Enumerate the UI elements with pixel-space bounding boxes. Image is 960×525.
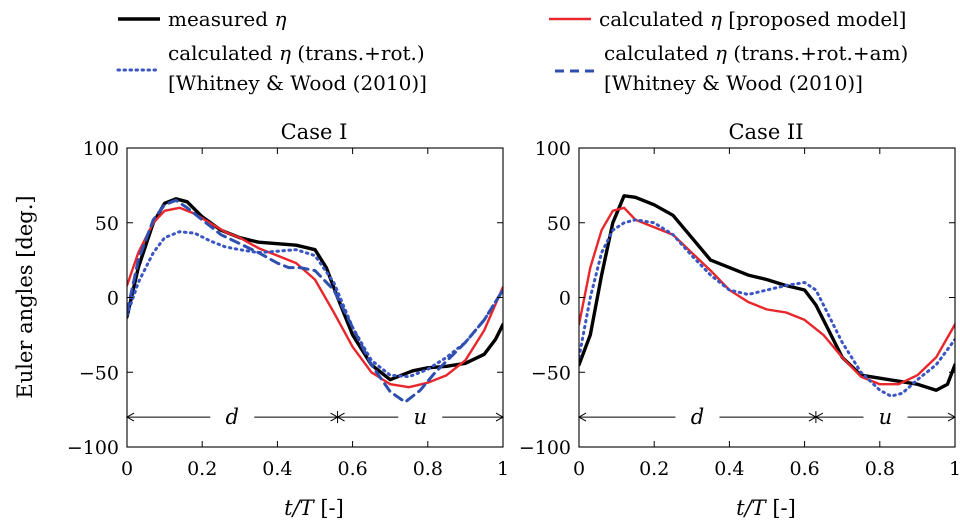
axes-frame — [126, 147, 504, 448]
x-tick-label: 0 — [573, 458, 585, 480]
phase-label-u: u — [879, 405, 893, 429]
x-tick-label: 1 — [949, 458, 960, 480]
legend-entry-trans-rot: calculated η (trans.+rot.) [Whitney & Wo… — [116, 41, 427, 95]
x-tick-label: 0.4 — [262, 458, 292, 480]
x-tick-label: 1 — [497, 458, 509, 480]
panel-case-1: Case I t/T [-] 0 0.2 0.4 0.6 0.8 1 100 50 0 −50 −1… — [67, 120, 509, 520]
x-tick-label: 0.2 — [639, 458, 669, 480]
legend: measured η calculated η [proposed model]… — [116, 7, 908, 95]
legend-label-trans-rot-am-ref: [Whitney & Wood (2010)] — [604, 71, 863, 95]
phase-label-d: d — [691, 405, 704, 429]
x-tick-label: 0.8 — [865, 458, 895, 480]
panel-title-case-2: Case II — [728, 120, 803, 144]
y-tick-label: 50 — [95, 213, 119, 235]
legend-label-trans-rot-am: calculated η (trans.+rot.+am) — [604, 41, 908, 65]
legend-entry-proposed: calculated η [proposed model] — [549, 7, 906, 31]
series-group — [579, 194, 955, 398]
y-tick-label: −100 — [67, 437, 119, 459]
series-line-trans-rot — [127, 230, 503, 379]
phase-label-d: d — [226, 405, 239, 429]
x-tick-label: 0 — [121, 458, 133, 480]
series-line-proposed — [127, 206, 503, 389]
y-tick-label: 100 — [83, 138, 119, 160]
x-tick-label: 0.6 — [789, 458, 819, 480]
legend-label-trans-rot: calculated η (trans.+rot.) — [168, 41, 425, 65]
series-line-trans-rot — [579, 218, 955, 398]
y-tick-label: 50 — [547, 213, 571, 235]
y-tick-label: −50 — [531, 362, 571, 384]
series-line-measured — [127, 197, 503, 382]
phase-label-u: u — [414, 405, 428, 429]
x-tick-label: 0.4 — [714, 458, 744, 480]
legend-label-trans-rot-ref: [Whitney & Wood (2010)] — [168, 71, 427, 95]
x-tick-label: 0.8 — [413, 458, 443, 480]
axes-frame — [578, 147, 956, 448]
series-line-proposed — [579, 206, 955, 386]
series-line-trans-rot-am — [127, 198, 503, 404]
legend-label-measured: measured η — [168, 7, 286, 31]
y-tick-label: −50 — [79, 362, 119, 384]
y-tick-label: −100 — [519, 437, 571, 459]
legend-entry-trans-rot-am: calculated η (trans.+rot.+am) [Whitney &… — [555, 41, 908, 95]
y-tick-label: 0 — [559, 288, 571, 310]
x-tick-label: 0.6 — [337, 458, 367, 480]
y-tick-label: 0 — [107, 288, 119, 310]
legend-label-proposed: calculated η [proposed model] — [599, 7, 906, 31]
panel-case-2: Case II t/T [-] 0 0.2 0.4 0.6 0.8 1 100 50 0 −50 −… — [519, 120, 960, 520]
series-group — [127, 197, 503, 404]
panel-title-case-1: Case I — [281, 120, 348, 144]
x-axis-label-case-1: t/T [-] — [284, 496, 344, 520]
x-axis-label-case-2: t/T [-] — [736, 496, 796, 520]
series-line-measured — [579, 194, 955, 392]
y-tick-label: 100 — [535, 138, 571, 160]
y-axis-label: Euler angles [deg.] — [13, 195, 37, 398]
legend-entry-measured: measured η — [118, 7, 286, 31]
x-tick-label: 0.2 — [187, 458, 217, 480]
